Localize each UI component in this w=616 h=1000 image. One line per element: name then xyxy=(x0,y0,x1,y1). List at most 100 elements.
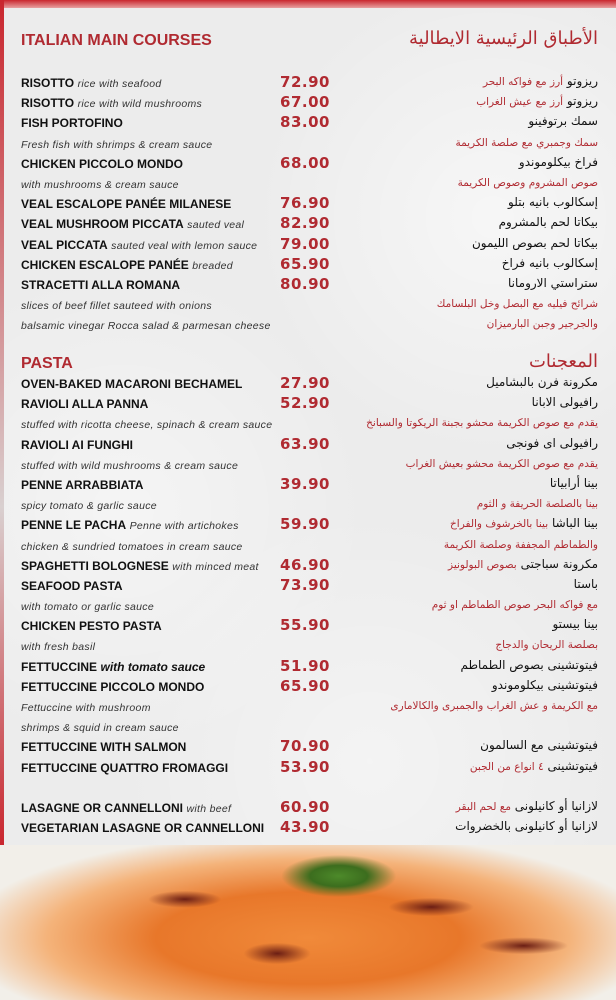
item-name: FETTUCCINE PICCOLO MONDO xyxy=(21,679,205,694)
item-price: 82.90 xyxy=(280,214,330,233)
item-name: CHICKEN PESTO PASTA xyxy=(21,619,162,634)
menu-item-row: VEGETARIAN LASAGNE OR CANNELLONI 43.90 لاز… xyxy=(0,818,616,838)
item-english: PENNE ARRABBIATA xyxy=(21,478,143,492)
menu-item-row: stuffed with ricotta cheese, spinach & c… xyxy=(0,414,616,434)
item-english: with mushrooms & cream sauce xyxy=(21,177,179,191)
item-price: 79.00 xyxy=(280,234,330,253)
item-english: RAVIOLI ALLA PANNA xyxy=(21,397,148,411)
item-english: FISH PORTOFINO xyxy=(21,116,123,130)
item-english: VEAL MUSHROOM PICCATA sauted veal xyxy=(21,217,244,231)
item-name: FISH PORTOFINO xyxy=(21,116,123,131)
item-arabic: بيكاتا لحم بصوص الليمون xyxy=(472,236,598,250)
item-description-ar: والجرجير وجبن البارميزان xyxy=(486,318,598,331)
item-description: with tomato sauce xyxy=(100,659,206,674)
item-arabic: فراخ بيكلوموندو xyxy=(519,155,598,169)
item-description: Fresh fish with shrimps & cream sauce xyxy=(21,138,213,151)
item-english: CHICKEN PICCOLO MONDO xyxy=(21,157,183,171)
item-arabic: سمك برتوفينو xyxy=(528,114,598,128)
item-english: FETTUCCINE PICCOLO MONDO xyxy=(21,680,204,694)
item-price: 65.90 xyxy=(280,254,330,273)
item-name: VEAL PICCATA xyxy=(21,237,108,252)
item-name-ar: ريزوتو xyxy=(566,74,598,88)
item-description: rice with seafood xyxy=(77,78,162,90)
item-name: CHICKEN ESCALOPE PANÉE xyxy=(21,257,189,272)
item-description-ar: مع فواكه البحر صوص الطماطم او ثوم xyxy=(431,599,598,612)
item-english: VEAL ESCALOPE PANÉE MILANESE xyxy=(21,197,231,211)
item-description: breaded xyxy=(192,259,233,272)
menu-item-row: shrimps & squid in cream sauce xyxy=(0,717,616,737)
item-description: slices of beef fillet sauteed with onion… xyxy=(21,300,212,313)
item-name-ar: لازانيا أو كانيلونى xyxy=(514,798,598,813)
item-arabic: والجرجير وجبن البارميزان xyxy=(487,316,598,330)
item-description: with mushrooms & cream sauce xyxy=(21,178,179,191)
item-arabic: والطماطم المجففة وصلصة الكريمة xyxy=(444,537,598,551)
item-name: RAVIOLI AI FUNGHI xyxy=(21,437,133,452)
item-english: CHICKEN PESTO PASTA xyxy=(21,619,162,633)
item-arabic: مع الكريمة و عش الغراب والجمبرى والكالام… xyxy=(390,698,598,712)
menu-item-row: FETTUCCINE WITH SALMON 70.90 فيتوتشينى مع … xyxy=(0,737,616,757)
item-description-ar: بينا بالخرشوف والفراخ xyxy=(450,518,549,531)
item-english: CHICKEN ESCALOPE PANÉE breaded xyxy=(21,258,233,272)
menu-item-row: VEAL ESCALOPE PANÉE MILANESE 76.90 إسكالوب… xyxy=(0,194,616,214)
pasta-dish-photo xyxy=(0,845,616,1000)
item-description: with beef xyxy=(186,802,232,815)
menu-item-row: FETTUCCINE PICCOLO MONDO 65.90 فيتوتشينى ب… xyxy=(0,677,616,697)
item-english: Fresh fish with shrimps & cream sauce xyxy=(21,137,212,151)
item-arabic: لازانيا أو كانيلونى مع لحم البقر xyxy=(456,799,598,813)
item-description: Penne with artichokes xyxy=(129,520,239,533)
pasta-list: OVEN-BAKED MACARONI BECHAMEL 27.90 مكرونة … xyxy=(0,374,616,838)
item-description: with fresh basil xyxy=(21,641,96,654)
item-english: LASAGNE OR CANNELLONI with beef xyxy=(21,801,231,815)
menu-item-row: Fresh fish with shrimps & cream sauce سمك… xyxy=(0,134,616,154)
item-name-ar: فيتوتشينى بيكلوموندو xyxy=(491,677,598,692)
menu-item-row: with tomato or garlic sauce مع فواكه البح… xyxy=(0,596,616,616)
item-description-ar: يقدم مع صوص الكريمة محشو بعيش الغراب xyxy=(405,457,598,470)
menu-item-row: SEAFOOD PASTA 73.90 باستا xyxy=(0,576,616,596)
item-arabic: صوص المشروم وصوص الكريمة xyxy=(458,175,598,189)
menu-item-row: RAVIOLI AI FUNGHI 63.90 رافيولى اى فونجى xyxy=(0,435,616,455)
item-arabic: يقدم مع صوص الكريمة محشو بعيش الغراب xyxy=(406,456,598,470)
menu-item-row: with fresh basil بصلصة الريحان والدجاج xyxy=(0,636,616,656)
menu-item-row: LASAGNE OR CANNELLONI with beef 60.90 لازا… xyxy=(0,798,616,818)
item-name-ar: رافيولى الابانا xyxy=(531,395,598,410)
item-name: VEAL ESCALOPE PANÉE MILANESE xyxy=(21,197,232,212)
item-description-ar: صوص المشروم وصوص الكريمة xyxy=(457,176,598,189)
item-price: 80.90 xyxy=(280,274,330,293)
item-english: with tomato or garlic sauce xyxy=(21,599,154,613)
item-description-ar: بصوص البولونيز xyxy=(448,558,517,571)
item-name-ar: فيتوتشينى مع السالمون xyxy=(480,738,598,753)
menu-item-row: PENNE ARRABBIATA 39.90 بينا أرابياتا xyxy=(0,475,616,495)
item-description-ar: شرائح فيليه مع البصل وخل البلسامك xyxy=(436,298,598,311)
item-arabic: مع فواكه البحر صوص الطماطم او ثوم xyxy=(432,597,598,611)
menu-item-row: RISOTTO rice with wild mushrooms 67.00 ريز… xyxy=(0,93,616,113)
item-name-ar: فيتوتشينى بصوص الطماطم xyxy=(460,657,598,672)
item-english: FETTUCCINE QUATTRO FROMAGGI xyxy=(21,761,228,775)
item-english: RISOTTO rice with seafood xyxy=(21,76,162,90)
item-arabic: يقدم مع صوص الكريمة محشو بجبنة الريكوتا … xyxy=(366,415,598,429)
item-name: SEAFOOD PASTA xyxy=(21,578,123,593)
item-description: stuffed with wild mushrooms & cream sauc… xyxy=(21,459,239,472)
item-price: 53.90 xyxy=(280,757,330,776)
item-description: Fettuccine with mushroom xyxy=(21,702,151,714)
item-price: 39.90 xyxy=(280,474,330,493)
item-price: 67.00 xyxy=(280,93,330,112)
item-arabic: إسكالوب بانيه فراخ xyxy=(502,256,598,270)
item-price: 63.90 xyxy=(280,434,330,453)
pasta-title-ar: المعجنات xyxy=(528,351,598,372)
item-price: 27.90 xyxy=(280,374,330,392)
item-description: chicken & sundried tomatoes in cream sau… xyxy=(21,540,243,553)
item-english: PENNE LE PACHA Penne with artichokes xyxy=(21,518,239,532)
item-price: 68.00 xyxy=(280,153,330,172)
item-price: 76.90 xyxy=(280,194,330,213)
item-name: RAVIOLI ALLA PANNA xyxy=(21,397,149,412)
menu-item-row: CHICKEN ESCALOPE PANÉE breaded 65.90 إسكال… xyxy=(0,255,616,275)
item-name-ar: إسكالوب بانيه بتلو xyxy=(508,195,598,210)
item-name-ar: سمك برتوفينو xyxy=(528,114,598,129)
menu-item-row: VEAL PICCATA sauted veal with lemon sauc… xyxy=(0,235,616,255)
item-description-ar: مع لحم البقر xyxy=(455,800,511,813)
item-arabic: فيتوتشينى بصوص الطماطم xyxy=(460,658,598,672)
item-name: RISOTTO xyxy=(21,76,75,90)
item-arabic: رافيولى اى فونجى xyxy=(506,436,598,450)
item-price: 51.90 xyxy=(280,656,330,675)
item-description: with minced meat xyxy=(172,560,259,573)
